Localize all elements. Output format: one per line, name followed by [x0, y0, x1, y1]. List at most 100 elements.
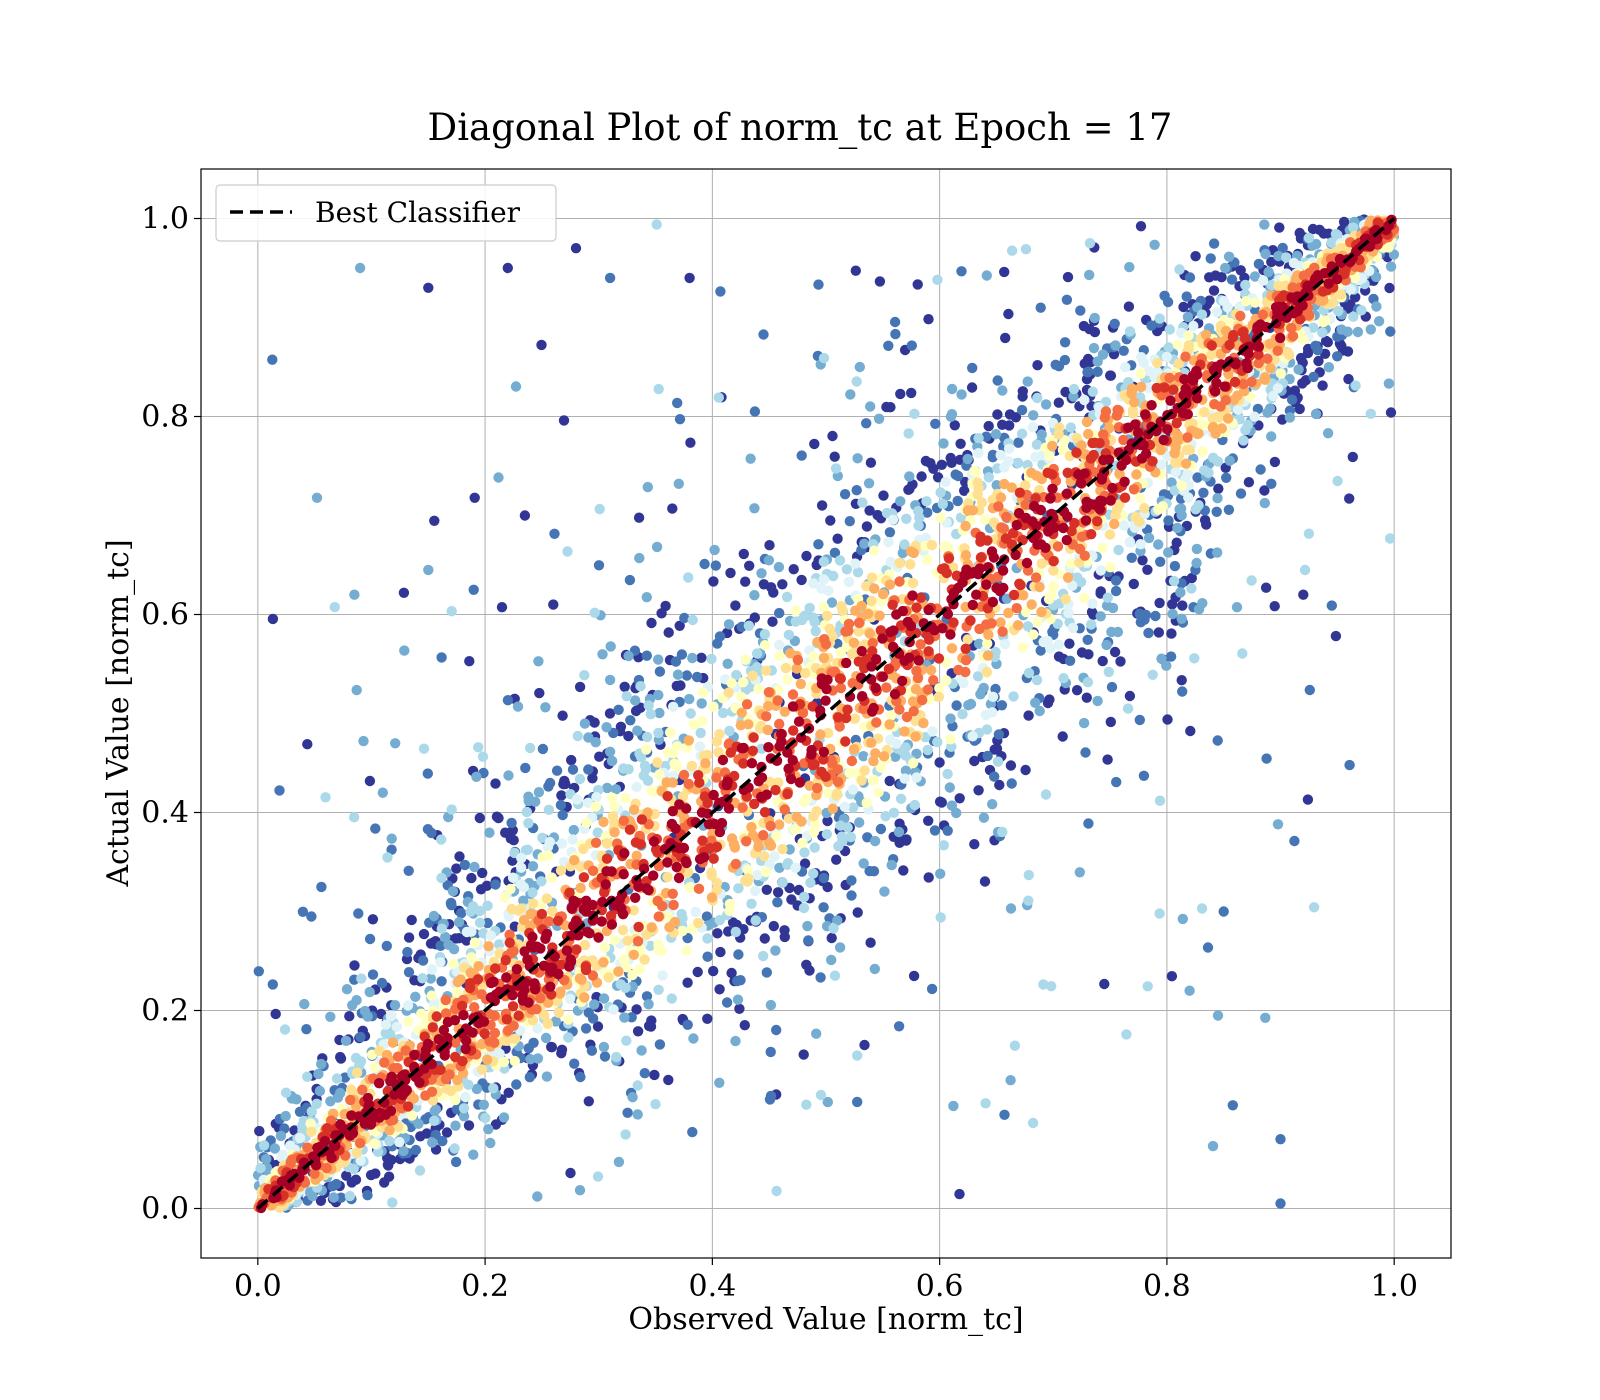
scatter-point — [473, 961, 484, 972]
scatter-point — [331, 1073, 343, 1084]
scatter-point — [662, 791, 673, 802]
scatter-point — [438, 1024, 450, 1036]
scatter-point — [482, 1054, 493, 1065]
scatter-point — [774, 862, 785, 873]
scatter-point — [1180, 351, 1191, 362]
scatter-point — [609, 934, 620, 946]
scatter-point — [1135, 539, 1146, 550]
scatter-point — [1173, 358, 1185, 369]
scatter-point — [1211, 307, 1223, 318]
scatter-point — [765, 820, 776, 832]
scatter-point — [1159, 382, 1170, 393]
scatter-point — [1198, 487, 1209, 498]
scatter-point — [1226, 274, 1238, 285]
scatter-point — [945, 734, 956, 745]
scatter-point — [586, 1045, 598, 1056]
scatter-point — [621, 691, 632, 702]
scatter-point — [654, 769, 665, 780]
scatter-point — [489, 1027, 501, 1039]
scatter-point — [831, 854, 842, 865]
scatter-point — [592, 1021, 604, 1032]
scatter-point — [357, 1084, 368, 1096]
scatter-point — [302, 739, 313, 750]
scatter-point — [414, 1165, 426, 1176]
scatter-point — [983, 420, 994, 432]
scatter-point — [843, 625, 854, 636]
scatter-point — [920, 532, 931, 544]
scatter-point — [1178, 301, 1189, 313]
scatter-point — [1384, 533, 1396, 544]
scatter-point — [867, 775, 879, 786]
scatter-point — [967, 362, 978, 374]
scatter-point — [618, 815, 629, 826]
scatter-point — [921, 496, 932, 507]
scatter-point — [730, 926, 741, 938]
scatter-point — [1312, 344, 1323, 356]
scatter-point — [852, 1096, 863, 1108]
scatter-point — [935, 487, 946, 498]
scatter-point — [403, 1016, 414, 1027]
scatter-point — [908, 757, 919, 769]
scatter-point — [510, 381, 522, 392]
scatter-point — [599, 1051, 611, 1062]
scatter-point — [610, 784, 622, 795]
scatter-point — [579, 939, 591, 951]
scatter-point — [556, 1044, 568, 1056]
scatter-point — [1215, 401, 1226, 412]
scatter-point — [887, 599, 898, 610]
scatter-point — [782, 747, 793, 758]
scatter-point — [297, 906, 309, 917]
scatter-point — [320, 792, 331, 803]
scatter-point — [1048, 556, 1059, 567]
scatter-point — [1150, 610, 1161, 622]
scatter-point — [1213, 483, 1224, 494]
scatter-point — [449, 1143, 460, 1154]
scatter-point — [456, 908, 467, 919]
scatter-point — [923, 646, 934, 657]
scatter-point — [469, 861, 480, 873]
scatter-point — [751, 648, 763, 659]
scatter-point — [693, 883, 705, 894]
scatter-point — [574, 681, 586, 693]
scatter-point — [305, 1118, 316, 1129]
scatter-point — [450, 1120, 461, 1131]
scatter-point — [370, 1168, 381, 1179]
scatter-point — [1008, 691, 1019, 702]
scatter-point — [358, 735, 369, 747]
scatter-point — [1250, 297, 1261, 308]
scatter-point — [389, 1000, 401, 1011]
scatter-point — [1020, 606, 1032, 618]
scatter-point — [664, 727, 676, 738]
scatter-point — [683, 572, 694, 583]
scatter-point — [587, 865, 599, 876]
scatter-point — [836, 831, 848, 842]
scatter-point — [587, 773, 598, 784]
scatter-point — [711, 772, 722, 783]
scatter-point — [788, 725, 799, 736]
scatter-point — [987, 596, 999, 608]
scatter-point — [469, 1002, 480, 1013]
scatter-point — [1060, 593, 1071, 605]
scatter-point — [788, 564, 799, 575]
scatter-point — [759, 640, 771, 651]
scatter-point — [683, 735, 694, 746]
scatter-point — [835, 647, 846, 658]
scatter-point — [645, 1021, 657, 1032]
scatter-point — [764, 540, 775, 551]
scatter-point — [1238, 435, 1249, 446]
scatter-point — [818, 746, 830, 758]
scatter-point — [1322, 428, 1334, 439]
scatter-point — [348, 812, 360, 823]
scatter-point — [989, 771, 1000, 782]
scatter-point — [549, 528, 560, 539]
scatter-point — [596, 916, 607, 927]
scatter-point — [759, 933, 770, 944]
scatter-point — [1020, 764, 1031, 776]
scatter-point — [697, 687, 709, 698]
scatter-point — [821, 829, 833, 840]
scatter-point — [582, 797, 594, 808]
scatter-point — [386, 833, 397, 844]
scatter-point — [663, 1074, 674, 1086]
scatter-point — [746, 898, 757, 909]
scatter-point — [1143, 532, 1155, 544]
